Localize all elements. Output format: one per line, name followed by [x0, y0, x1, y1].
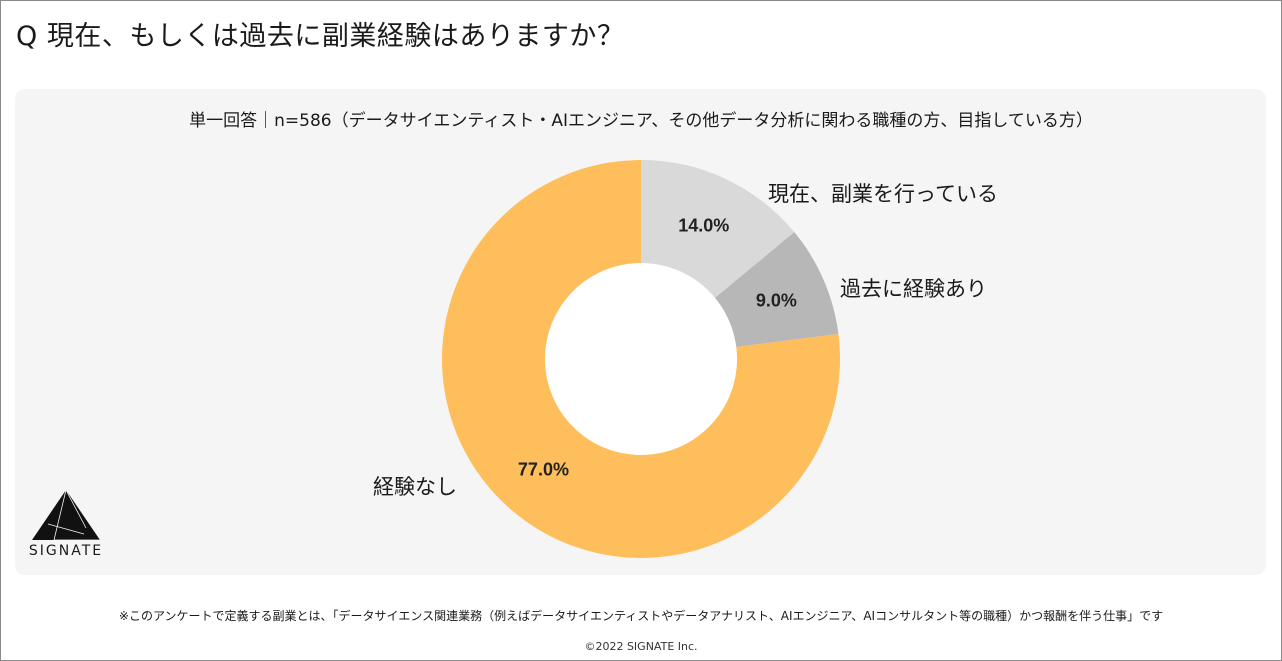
copyright: ©2022 SIGNATE Inc.: [584, 640, 698, 653]
category-label-past-experience: 過去に経験あり: [840, 277, 987, 301]
chart-subtitle: 単一回答｜n=586（データサイエンティスト・AIエンジニア、その他データ分析に…: [189, 111, 1093, 131]
signate-logo-text: SIGNATE: [28, 543, 104, 559]
category-label-current-side-job: 現在、副業を行っている: [768, 182, 998, 206]
value-label-current-side-job: 14.0%: [678, 216, 729, 236]
value-label-no-experience: 77.0%: [518, 460, 569, 480]
signate-logo-icon: [32, 489, 100, 541]
value-label-past-experience: 9.0%: [756, 290, 797, 310]
question-title: Q 現在、もしくは過去に副業経験はありますか？: [16, 21, 625, 52]
footnote: ※このアンケートで定義する副業とは、「データサイエンス関連業務（例えばデータサイ…: [118, 609, 1164, 623]
category-label-no-experience: 経験なし: [373, 475, 457, 499]
donut-hole: [545, 263, 737, 455]
